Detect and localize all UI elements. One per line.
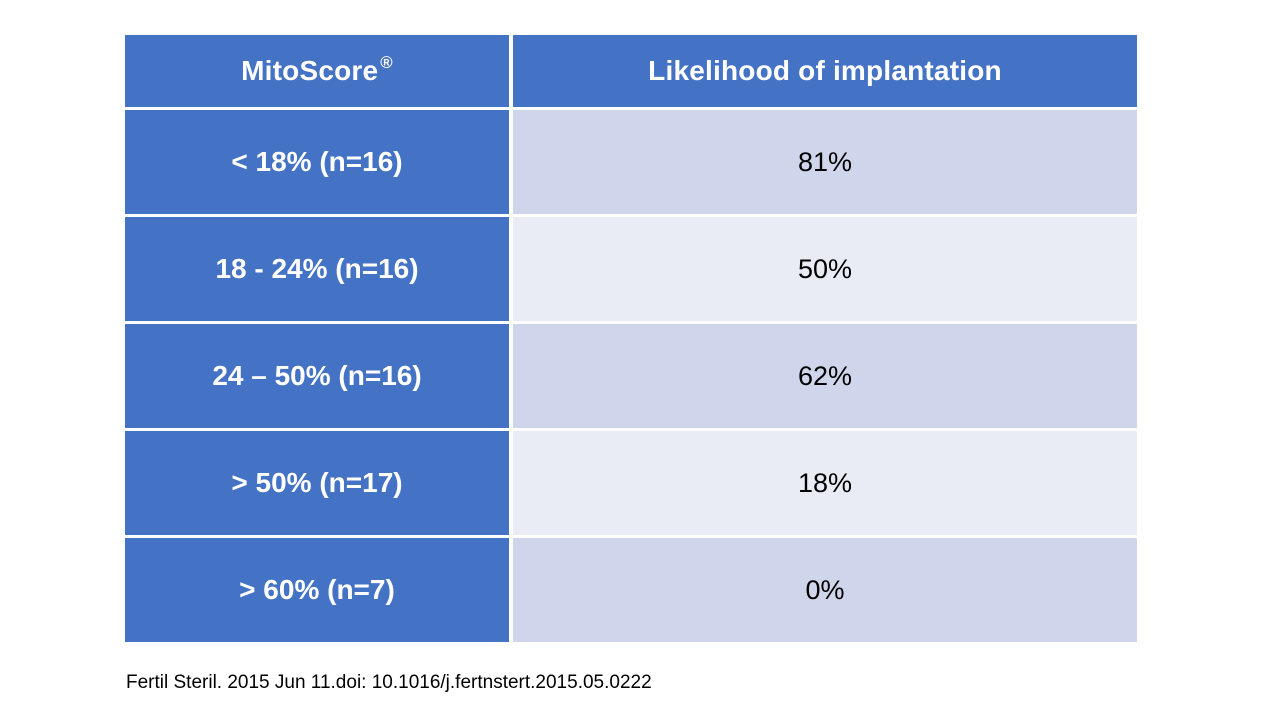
score-cell-row1: < 18% (n=16)	[125, 110, 509, 214]
header-likelihood-label: Likelihood of implantation	[648, 55, 1002, 86]
score-cell-row2: 18 - 24% (n=16)	[125, 217, 509, 321]
likelihood-cell-row3: 62%	[513, 324, 1137, 428]
header-cell-mitoscore: MitoScore ®	[125, 35, 509, 107]
score-cell-row3: 24 – 50% (n=16)	[125, 324, 509, 428]
header-mitoscore-label: MitoScore	[241, 55, 379, 86]
score-cell-row4: > 50% (n=17)	[125, 431, 509, 535]
mitoscore-table: MitoScore ® Likelihood of implantation < …	[125, 35, 1137, 642]
likelihood-cell-row4: 18%	[513, 431, 1137, 535]
score-cell-row5: > 60% (n=7)	[125, 538, 509, 642]
header-cell-likelihood: Likelihood of implantation	[513, 35, 1137, 107]
likelihood-cell-row2: 50%	[513, 217, 1137, 321]
registered-trademark-symbol: ®	[380, 52, 393, 72]
citation: Fertil Steril. 2015 Jun 11.doi: 10.1016/…	[126, 672, 652, 693]
likelihood-cell-row1: 81%	[513, 110, 1137, 214]
likelihood-cell-row5: 0%	[513, 538, 1137, 642]
